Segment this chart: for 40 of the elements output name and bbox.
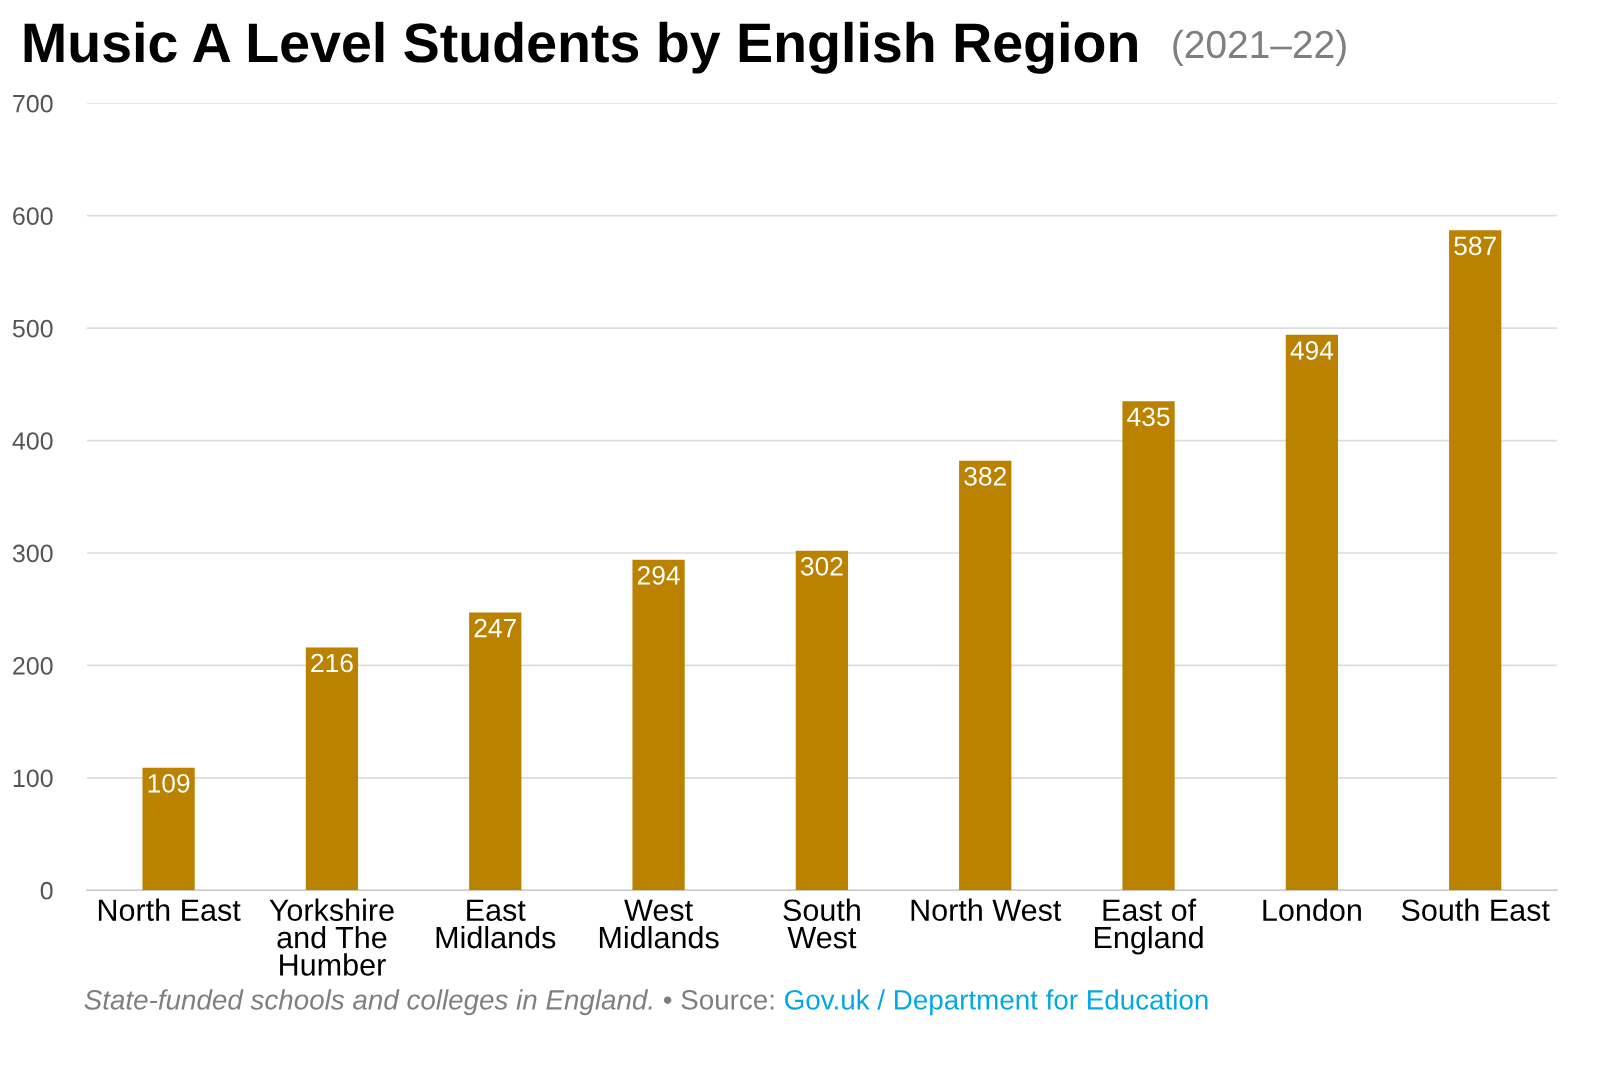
y-tick-label: 100 [13,769,53,788]
x-tick-label: West Midlands [599,899,719,949]
x-tick-label: East Midlands [436,899,556,949]
bar [142,767,195,891]
data-label: 247 [474,618,516,638]
data-label: 587 [1454,236,1496,256]
y-tick-label: 200 [13,657,53,675]
text: • Source: [663,990,774,1010]
y-tick-label: 600 [13,207,53,225]
chart-subtitle: (2021–22) [1173,29,1346,66]
data-label: 494 [1290,341,1334,360]
y-tick-label: 500 [12,319,53,338]
data-label: 382 [964,467,1006,486]
y-tick-label: 0 [40,881,53,900]
text: State-funded schools and colleges in England. [84,989,652,1016]
bar [469,612,522,891]
data-label: 216 [311,653,353,673]
x-tick-label: South West [783,898,860,949]
data-label: 302 [800,556,843,576]
data-label: 435 [1127,407,1170,427]
x-tick-label: North East [98,898,241,922]
bar [959,460,1012,891]
x-tick-label: London [1263,898,1361,922]
text: Gov.uk / Department for Education [785,989,1208,1016]
chart-title: Music A Level Students by English Region [24,21,1137,74]
bar [632,559,685,891]
y-tick-label: 300 [12,544,53,563]
x-tick-label: East of England [1095,898,1203,955]
x-tick-label: South East [1401,898,1550,922]
bar [305,647,359,891]
y-tick-label: 400 [12,432,53,450]
bar [1449,230,1502,891]
y-tick-label: 700 [13,94,53,113]
bar [1285,334,1339,891]
data-label: 294 [637,565,680,585]
data-label: 109 [148,773,190,793]
bar [1122,401,1175,891]
bar [795,550,849,891]
x-tick-label: North West [911,898,1062,922]
x-tick-label: Yorkshire and The Humber [269,898,394,976]
